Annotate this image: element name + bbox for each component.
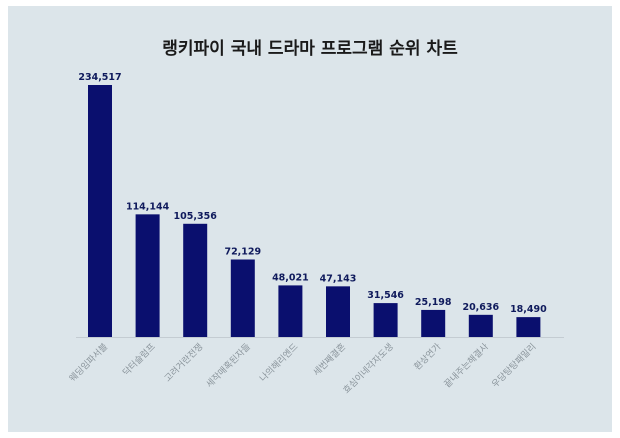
tick-label: 세번째결혼 [310, 341, 348, 379]
tick-label: 환상연가 [411, 341, 443, 373]
data-label: 48,021 [272, 272, 309, 283]
bar [373, 303, 398, 337]
data-label: 234,517 [78, 72, 121, 83]
tick-label: 고려거란전쟁 [162, 341, 206, 385]
data-label: 20,636 [462, 302, 499, 313]
data-label: 47,143 [320, 273, 357, 284]
tick-label: 세작매혹된자들 [203, 341, 252, 390]
tick-label: 끝내주는해결사 [442, 341, 491, 390]
chart-title: 랭키파이 국내 드라마 프로그램 순위 차트 [162, 39, 458, 59]
tick-label: 닥터슬럼프 [120, 341, 158, 379]
bar [183, 223, 208, 337]
bar-chart: 234,517 웨딩임파서블 114,144 닥터슬럼프 105,356 고려거란전쟁 72… [67, 72, 564, 396]
data-label: 114,144 [126, 201, 170, 212]
tick-label: 나의해리엔드 [258, 341, 301, 384]
bar [230, 259, 255, 337]
data-label: 72,129 [224, 246, 261, 257]
bar [468, 314, 493, 337]
chart-panel: 랭키파이 국내 드라마 프로그램 순위 차트 234,517 웨딩임파서블 114,… [8, 6, 612, 432]
data-label: 18,490 [510, 304, 547, 315]
tick-label: 효심이네각자도생 [340, 341, 395, 396]
bar [278, 285, 303, 337]
data-label: 25,198 [415, 297, 452, 308]
bar [421, 309, 446, 337]
bar [135, 214, 160, 337]
bar [88, 85, 112, 337]
data-label: 105,356 [174, 211, 218, 222]
bar [326, 286, 350, 337]
tick-label: 우당탕탕패밀리 [489, 341, 538, 390]
data-label: 31,546 [367, 290, 404, 301]
bar [516, 317, 541, 337]
tick-label: 웨딩임파서블 [67, 341, 111, 385]
